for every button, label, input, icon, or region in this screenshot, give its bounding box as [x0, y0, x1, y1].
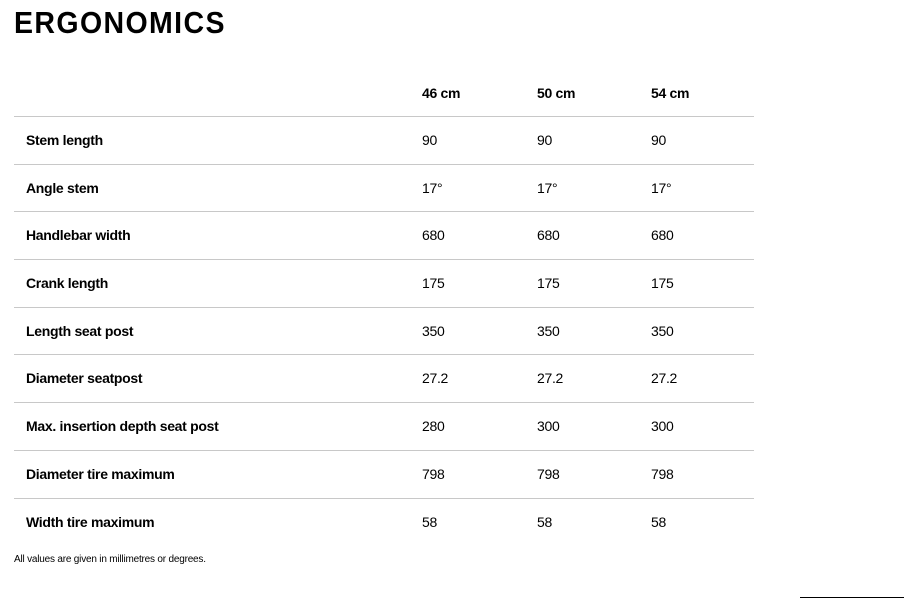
cell-value: 798	[651, 465, 674, 482]
cell-value: 90	[422, 132, 437, 148]
column-header: 54 cm	[651, 85, 690, 101]
row-label: Stem length	[26, 132, 103, 148]
cell-value: 58	[422, 513, 437, 530]
table-row: Stem length 90 90 90	[14, 117, 754, 165]
row-label: Crank length	[26, 275, 108, 292]
cell-value: 175	[651, 275, 674, 292]
table-row: Diameter seatpost 27.2 27.2 27.2	[14, 355, 754, 404]
column-header: 46 cm	[422, 85, 461, 101]
table-row: Width tire maximum 58 58 58	[14, 499, 754, 546]
row-label: Handlebar width	[26, 227, 131, 244]
cell-value: 175	[422, 275, 445, 292]
cell-value: 58	[651, 513, 666, 530]
cell-value: 350	[537, 322, 560, 339]
cell-value: 27.2	[651, 370, 678, 387]
cell-value: 680	[651, 227, 674, 244]
cell-value: 350	[422, 322, 445, 339]
cell-value: 280	[422, 418, 445, 435]
divider	[800, 597, 904, 598]
cell-value: 17°	[651, 179, 672, 196]
table-header: 46 cm 50 cm 54 cm	[14, 70, 754, 117]
ergonomics-table: 46 cm 50 cm 54 cm Stem length 90 90 90 Angle…	[14, 70, 754, 545]
cell-value: 798	[422, 465, 445, 482]
cell-value: 27.2	[422, 370, 449, 387]
table-row: Handlebar width 680 680 680	[14, 212, 754, 261]
table-row: Diameter tire maximum 798 798 798	[14, 451, 754, 499]
table-row: Max. insertion depth seat post 280 300 300	[14, 403, 754, 451]
cell-value: 300	[537, 418, 560, 435]
cell-value: 680	[422, 227, 445, 244]
row-label: Angle stem	[26, 179, 99, 196]
row-label: Length seat post	[26, 322, 134, 339]
cell-value: 58	[537, 513, 552, 530]
row-label: Max. insertion depth seat post	[26, 418, 219, 435]
row-label: Diameter seatpost	[26, 370, 143, 387]
cell-value: 17°	[422, 179, 443, 196]
cell-value: 175	[537, 275, 560, 292]
table-row: Length seat post 350 350 350	[14, 308, 754, 356]
row-label: Diameter tire maximum	[26, 465, 175, 482]
cell-value: 680	[537, 227, 560, 244]
cell-value: 90	[537, 132, 552, 148]
row-label: Width tire maximum	[26, 513, 155, 530]
cell-value: 798	[537, 465, 560, 482]
cell-value: 17°	[537, 179, 558, 196]
footnote: All values are given in millimetres or d…	[14, 554, 206, 565]
cell-value: 350	[651, 322, 674, 339]
table-row: Crank length 175 175 175	[14, 260, 754, 308]
cell-value: 90	[651, 132, 666, 148]
column-header: 50 cm	[537, 85, 576, 101]
table-row: Angle stem 17° 17° 17°	[14, 165, 754, 213]
page-title: ERGONOMICS	[14, 5, 226, 40]
cell-value: 300	[651, 418, 674, 435]
cell-value: 27.2	[537, 370, 564, 387]
